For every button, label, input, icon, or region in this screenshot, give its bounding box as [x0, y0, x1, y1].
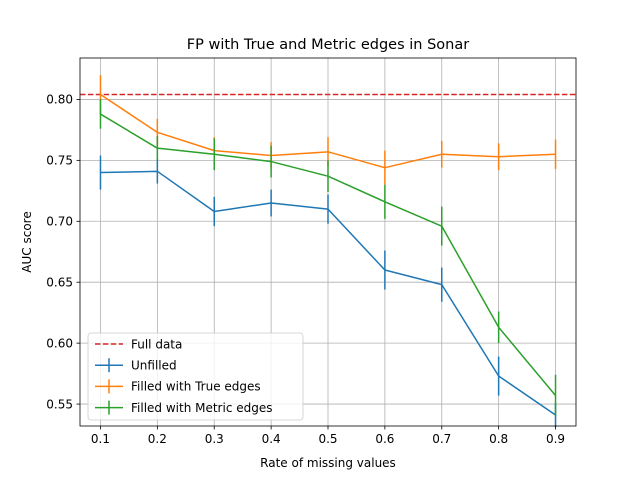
x-tick-label: 0.2 [148, 432, 167, 446]
x-tick-label: 0.7 [432, 432, 451, 446]
x-tick-label: 0.1 [91, 432, 110, 446]
x-tick-label: 0.3 [205, 432, 224, 446]
y-tick-label: 0.65 [46, 276, 73, 290]
y-axis-label: AUC score [20, 211, 34, 272]
legend-label: Filled with True edges [131, 380, 261, 394]
legend-label: Unfilled [131, 359, 177, 373]
legend-box [87, 332, 304, 421]
y-tick-label: 0.60 [46, 336, 73, 350]
x-tick-label: 0.8 [489, 432, 508, 446]
axis-layer: 0.1 0.2 0.3 0.4 0.5 0.6 0.7 0.8 0.9 0.55 0.60 0.65 0… [46, 93, 565, 446]
x-tick-label: 0.6 [375, 432, 394, 446]
y-tick-label: 0.55 [46, 397, 73, 411]
y-tick-label: 0.70 [46, 215, 73, 229]
chart-title: FP with True and Metric edges in Sonar [187, 37, 469, 53]
y-tick-label: 0.80 [46, 93, 73, 107]
legend-label: Full data [131, 337, 182, 351]
legend: Full data Unfilled Filled with True edges F… [87, 332, 304, 421]
x-axis-label: Rate of missing values [260, 456, 396, 470]
x-tick-label: 0.5 [318, 432, 337, 446]
x-tick-label: 0.9 [546, 432, 565, 446]
x-tick-label: 0.4 [262, 432, 281, 446]
legend-label: Filled with Metric edges [131, 401, 273, 415]
plot-layer [80, 75, 576, 428]
y-tick-label: 0.75 [46, 154, 73, 168]
